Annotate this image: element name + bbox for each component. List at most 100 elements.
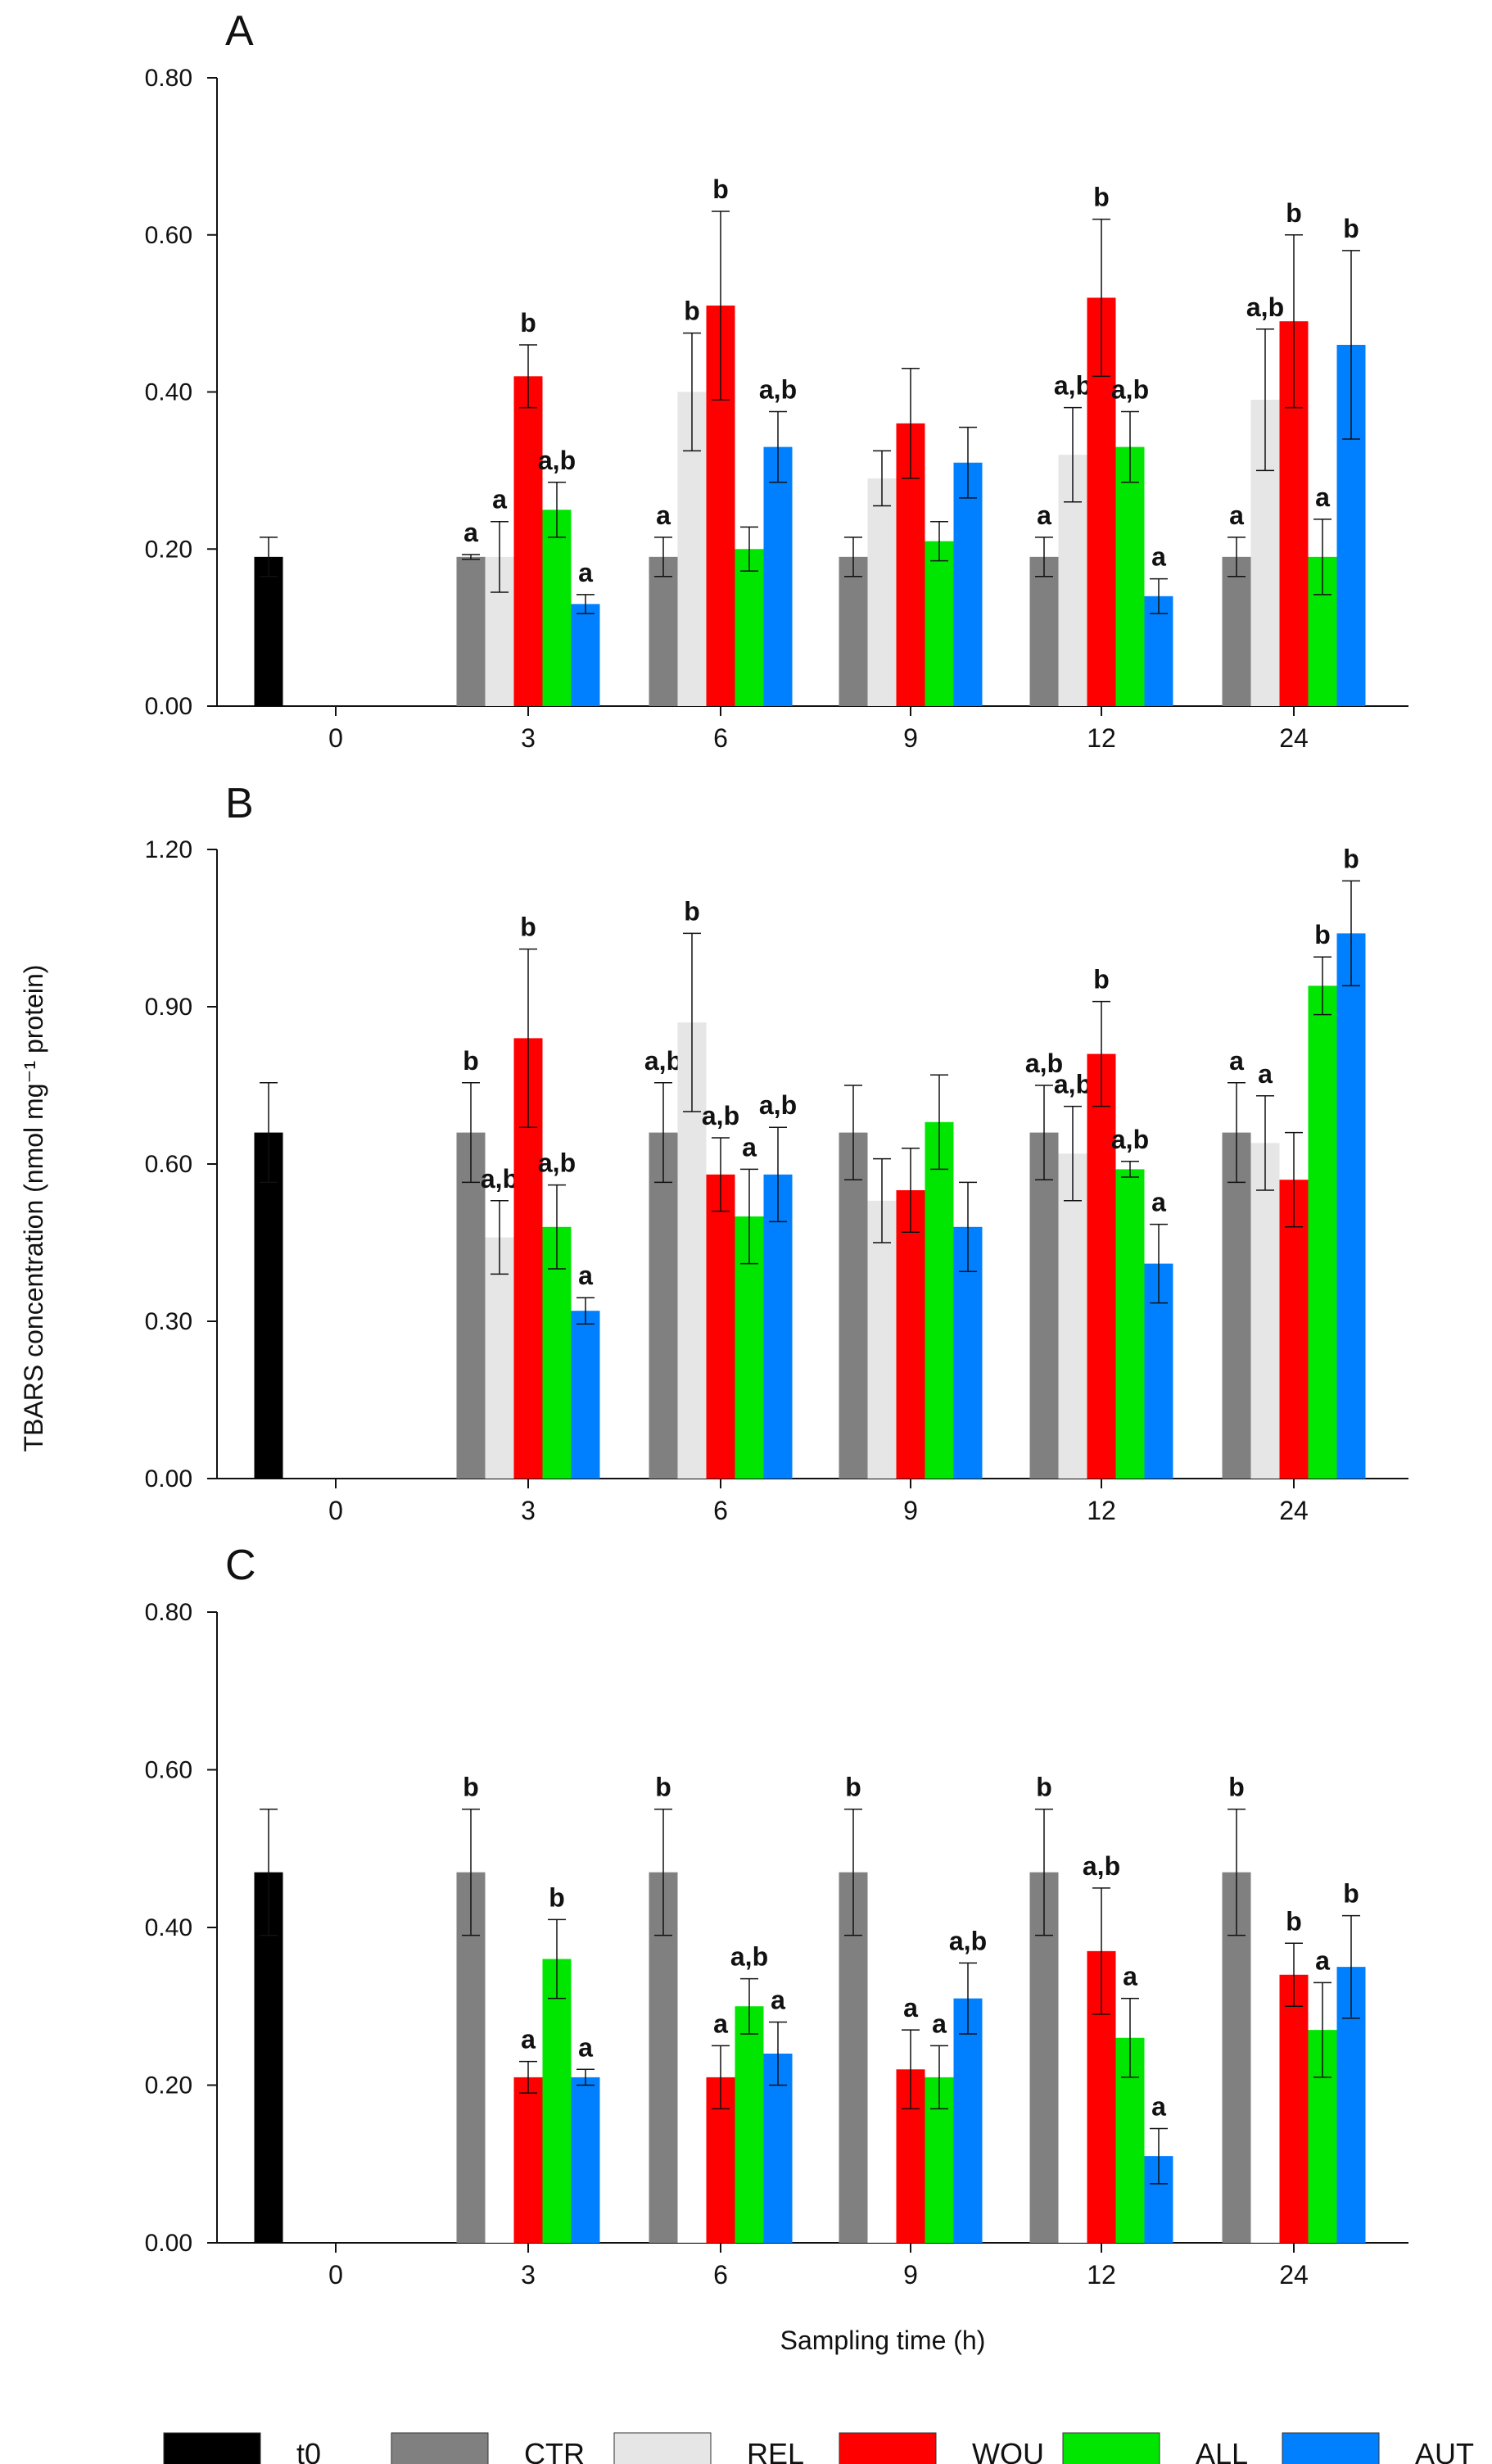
legend-label-all: ALL — [1196, 2437, 1248, 2464]
bar-rel — [867, 2242, 897, 2243]
legend-swatch-aut — [1282, 2432, 1380, 2464]
significance-label: b — [1286, 198, 1302, 228]
x-tick-label: 6 — [713, 1496, 728, 1525]
significance-label: a — [463, 518, 478, 547]
significance-label: a — [1315, 1945, 1330, 1975]
y-tick-label: 0.40 — [145, 379, 192, 406]
panel-C: C0.000.200.400.600.800 3 6 9 12 24b b b b baaaa,b… — [145, 1542, 1408, 2290]
bar-wou — [706, 1174, 735, 1479]
x-tick-label: 6 — [713, 723, 728, 753]
y-tick-label: 0.20 — [145, 2072, 192, 2099]
x-tick-label: 24 — [1279, 2260, 1309, 2290]
legend-swatch-wou — [839, 2432, 937, 2464]
bar-aut — [1336, 933, 1366, 1479]
bar-rel — [677, 2242, 707, 2243]
bar-ctr — [649, 556, 678, 706]
bar-aut — [571, 2077, 600, 2243]
bar-rel — [1058, 1153, 1087, 1479]
significance-label: b — [463, 1773, 479, 1802]
x-tick-label: 9 — [903, 1496, 918, 1525]
significance-label: b — [684, 297, 700, 326]
bar-rel — [867, 1200, 897, 1479]
significance-label: a — [713, 2009, 728, 2038]
y-tick-label: 0.60 — [145, 1151, 192, 1178]
y-tick-label: 0.80 — [145, 65, 192, 92]
significance-label: a,b — [759, 374, 797, 404]
significance-label: a — [1151, 542, 1166, 572]
bar-rel — [1250, 1143, 1280, 1479]
bar-all — [1115, 446, 1145, 706]
x-tick-label: 24 — [1279, 1496, 1309, 1525]
x-tick-label: 12 — [1087, 2260, 1116, 2290]
bar-aut — [571, 604, 600, 706]
bar-t0 — [254, 556, 283, 706]
legend-label-wou: WOU — [972, 2437, 1044, 2464]
bar-ctr — [649, 1132, 678, 1479]
legend-label-aut: AUT — [1415, 2437, 1474, 2464]
significance-label: a — [1151, 1188, 1166, 1217]
significance-label: a,b — [1083, 1851, 1120, 1881]
significance-label: a — [932, 2009, 947, 2038]
significance-label: a — [578, 558, 593, 587]
panel-B: B0.000.300.600.901.200 3 6 9 12 24b a,b a,b aa,b… — [145, 780, 1408, 1525]
bar-rel — [485, 2242, 514, 2243]
bar-all — [735, 549, 764, 706]
significance-label: a — [1258, 1059, 1273, 1089]
bar-all — [925, 541, 954, 706]
significance-label: a — [656, 500, 671, 530]
significance-label: b — [655, 1773, 671, 1802]
bar-aut — [953, 1998, 983, 2243]
significance-label: a,b — [538, 446, 576, 475]
x-tick-label: 9 — [903, 2260, 918, 2290]
y-tick-label: 0.80 — [145, 1599, 192, 1626]
x-tick-label: 3 — [521, 723, 536, 753]
bar-ctr — [839, 556, 868, 706]
legend: t0 CTR REL WOU ALL AUT — [163, 2432, 1474, 2464]
significance-label: b — [1286, 1906, 1302, 1936]
bar-wou — [1279, 1974, 1309, 2243]
y-axis-title: TBARS concentration (nmol mg⁻¹ protein) — [19, 965, 48, 1452]
significance-label: a — [521, 2025, 536, 2054]
bar-ctr — [1029, 1132, 1059, 1479]
significance-label: a — [492, 485, 507, 514]
significance-label: b — [1343, 844, 1359, 873]
bar-rel — [485, 1237, 514, 1479]
y-tick-label: 0.40 — [145, 1914, 192, 1941]
significance-label: a,b — [1054, 1070, 1092, 1099]
x-tick-label: 0 — [328, 723, 343, 753]
significance-label: a — [578, 2032, 593, 2062]
significance-label: a,b — [759, 1090, 797, 1120]
significance-label: a,b — [1054, 371, 1092, 401]
significance-label: a,b — [730, 1942, 768, 1972]
bar-aut — [1144, 596, 1173, 706]
bar-aut — [763, 446, 793, 706]
significance-label: a,b — [1025, 1049, 1063, 1078]
significance-label: a,b — [1246, 292, 1284, 322]
significance-label: a — [1037, 500, 1051, 530]
significance-label: a — [903, 1993, 918, 2022]
significance-label: a,b — [481, 1164, 518, 1194]
bar-ctr — [456, 1132, 486, 1479]
significance-label: a — [1229, 500, 1244, 530]
significance-label: a — [578, 1261, 593, 1290]
significance-label: b — [1093, 965, 1110, 994]
bar-t0 — [254, 1132, 283, 1479]
legend-label-rel: REL — [747, 2437, 804, 2464]
x-tick-label: 3 — [521, 2260, 536, 2290]
y-tick-label: 0.60 — [145, 222, 192, 249]
significance-label: b — [520, 913, 536, 942]
significance-label: a — [1315, 482, 1330, 512]
bar-rel — [867, 478, 897, 706]
y-tick-label: 0.20 — [145, 536, 192, 563]
bar-aut — [763, 1174, 793, 1479]
x-tick-label: 12 — [1087, 723, 1116, 753]
y-tick-label: 1.20 — [145, 836, 192, 863]
y-tick-label: 0.00 — [145, 693, 192, 720]
bar-ctr — [456, 556, 486, 706]
bar-all — [542, 1959, 572, 2243]
significance-label: a,b — [702, 1101, 739, 1130]
bar-wou — [896, 1190, 925, 1479]
legend-swatch-all — [1062, 2432, 1160, 2464]
